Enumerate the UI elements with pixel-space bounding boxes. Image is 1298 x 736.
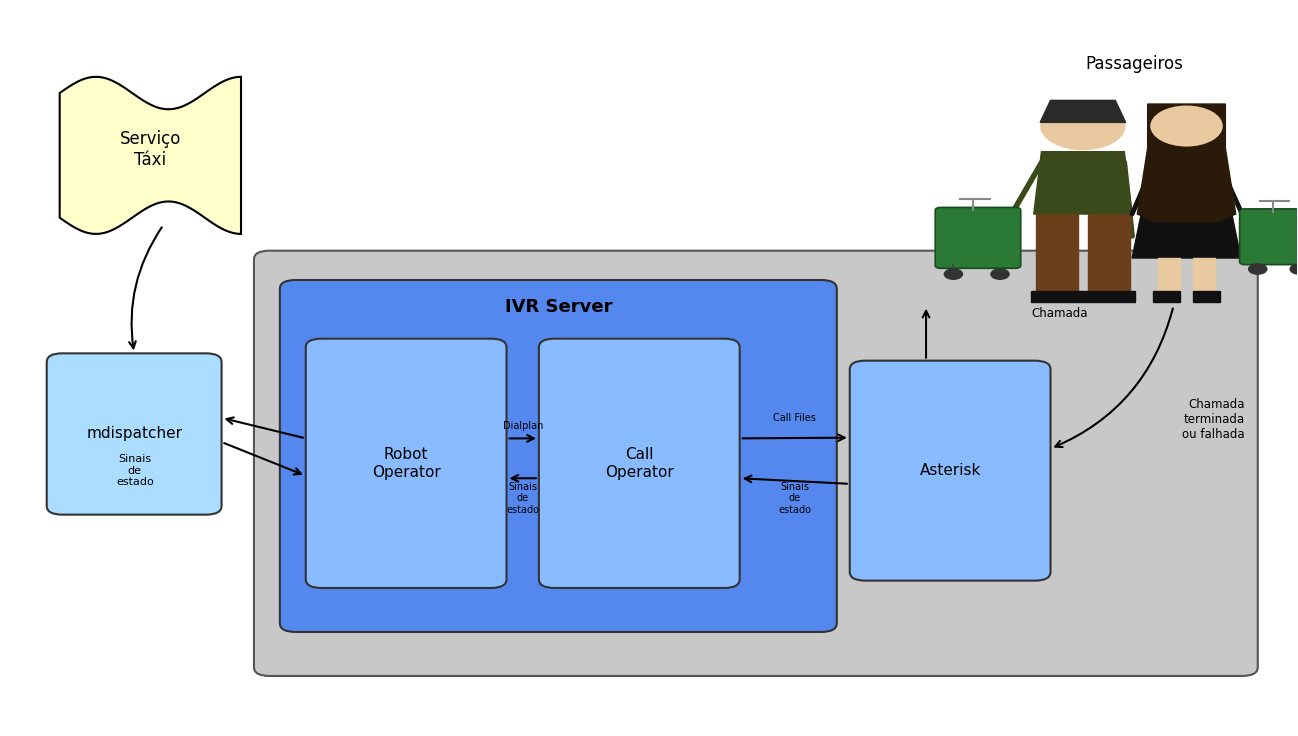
Circle shape (945, 269, 962, 279)
Text: Passageiros: Passageiros (1085, 54, 1184, 73)
Polygon shape (1158, 258, 1180, 291)
FancyBboxPatch shape (254, 251, 1258, 676)
FancyBboxPatch shape (850, 361, 1050, 581)
Circle shape (1150, 105, 1223, 146)
Polygon shape (1040, 100, 1125, 122)
Polygon shape (60, 77, 241, 234)
Text: Robot
Operator: Robot Operator (371, 447, 440, 480)
Polygon shape (1193, 291, 1220, 302)
Text: Sinais
de
estado: Sinais de estado (506, 481, 539, 514)
Text: Sinais
de
estado: Sinais de estado (779, 481, 811, 514)
Circle shape (990, 269, 1009, 279)
Text: Asterisk: Asterisk (919, 463, 981, 478)
Text: Serviço
Táxi: Serviço Táxi (119, 130, 180, 169)
Polygon shape (1033, 152, 1132, 214)
Text: Sinais
de
estado: Sinais de estado (116, 454, 153, 487)
Polygon shape (1193, 258, 1215, 291)
Circle shape (1249, 264, 1267, 274)
Polygon shape (1153, 291, 1180, 302)
Text: IVR Server: IVR Server (505, 298, 613, 316)
Circle shape (1290, 264, 1298, 274)
Polygon shape (1137, 104, 1236, 222)
Polygon shape (1132, 152, 1241, 258)
Polygon shape (1088, 214, 1129, 291)
Text: Chamada: Chamada (1031, 306, 1088, 319)
FancyBboxPatch shape (47, 353, 222, 514)
Polygon shape (1083, 291, 1134, 302)
Circle shape (1147, 104, 1225, 148)
FancyBboxPatch shape (1240, 209, 1298, 265)
FancyBboxPatch shape (936, 208, 1020, 269)
Circle shape (1040, 102, 1125, 150)
Polygon shape (1036, 214, 1077, 291)
FancyBboxPatch shape (539, 339, 740, 588)
Text: Chamada
terminada
ou falhada: Chamada terminada ou falhada (1182, 398, 1245, 441)
Text: Call Files: Call Files (774, 414, 816, 423)
FancyBboxPatch shape (280, 280, 837, 632)
Text: mdispatcher: mdispatcher (86, 426, 182, 442)
Polygon shape (1031, 291, 1083, 302)
FancyBboxPatch shape (306, 339, 506, 588)
Text: Dialplan: Dialplan (502, 421, 543, 431)
Text: Call
Operator: Call Operator (605, 447, 674, 480)
